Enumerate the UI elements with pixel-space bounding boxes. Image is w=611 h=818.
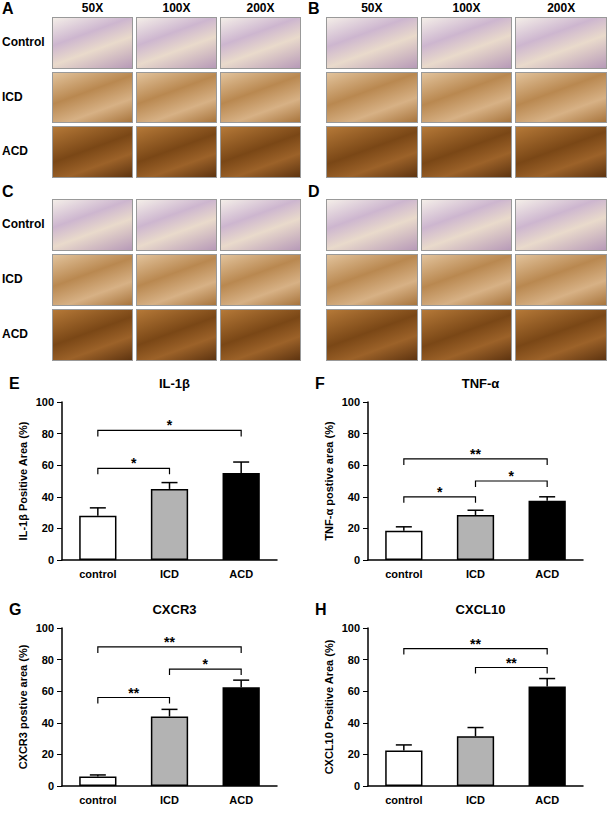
svg-text:F: F	[315, 375, 325, 392]
svg-text:ICD: ICD	[466, 794, 485, 806]
svg-text:CXCL10 Positive Area (%): CXCL10 Positive Area (%)	[323, 639, 335, 774]
svg-text:**: **	[128, 685, 139, 701]
svg-text:IL-1β Positive Area (%): IL-1β Positive Area (%)	[17, 421, 29, 540]
html-text:ICD: ICD	[2, 272, 23, 286]
html-text:Control: Control	[2, 217, 45, 231]
html-text:100X: 100X	[162, 1, 191, 15]
svg-text:40: 40	[42, 717, 54, 729]
html-text:ACD: ACD	[2, 327, 28, 341]
svg-text:CXCL10: CXCL10	[456, 602, 506, 617]
svg-text:control: control	[385, 794, 422, 806]
html-text:100X: 100X	[452, 1, 481, 15]
svg-text:0: 0	[48, 780, 54, 792]
svg-text:CXCR3 postive area (%): CXCR3 postive area (%)	[17, 644, 29, 769]
svg-text:control: control	[385, 568, 422, 580]
svg-text:TNF-α postive area (%): TNF-α postive area (%)	[323, 421, 335, 541]
svg-text:**: **	[470, 446, 481, 462]
html-text:50X: 50X	[81, 1, 104, 15]
svg-text:60: 60	[42, 459, 54, 471]
svg-text:20: 20	[348, 522, 360, 534]
svg-text:H: H	[315, 601, 327, 618]
html-text:Control: Control	[2, 34, 45, 49]
svg-text:ACD: ACD	[229, 568, 253, 580]
svg-text:*: *	[203, 656, 209, 672]
svg-text:80: 80	[42, 654, 54, 666]
html-text:200X: 200X	[547, 1, 576, 15]
svg-text:CXCR3: CXCR3	[152, 602, 196, 617]
svg-text:*: *	[167, 417, 173, 433]
svg-text:100: 100	[36, 396, 54, 408]
svg-text:ICD: ICD	[466, 568, 485, 580]
svg-text:40: 40	[348, 717, 360, 729]
svg-text:ICD: ICD	[160, 568, 179, 580]
svg-text:ICD: ICD	[160, 794, 179, 806]
html-text:D: D	[308, 183, 320, 200]
svg-text:**: **	[164, 634, 175, 650]
svg-text:**: **	[470, 636, 481, 652]
svg-text:20: 20	[42, 522, 54, 534]
svg-text:E: E	[9, 375, 20, 392]
html-text:ICD: ICD	[2, 89, 23, 104]
html-text:C: C	[2, 183, 14, 200]
svg-text:80: 80	[42, 428, 54, 440]
svg-text:**: **	[506, 655, 517, 671]
svg-text:ACD: ACD	[535, 568, 559, 580]
svg-text:60: 60	[348, 685, 360, 697]
svg-text:40: 40	[348, 491, 360, 503]
svg-text:*: *	[437, 484, 443, 500]
svg-text:ACD: ACD	[229, 794, 253, 806]
svg-text:100: 100	[36, 622, 54, 634]
html-text:B: B	[308, 0, 320, 17]
svg-text:60: 60	[42, 685, 54, 697]
svg-text:*: *	[509, 468, 515, 484]
html-text:A: A	[2, 0, 14, 17]
svg-text:20: 20	[348, 748, 360, 760]
svg-text:0: 0	[354, 780, 360, 792]
svg-text:60: 60	[348, 459, 360, 471]
svg-text:TNF-α: TNF-α	[462, 376, 500, 391]
svg-text:80: 80	[348, 654, 360, 666]
html-text:ACD: ACD	[2, 144, 28, 159]
svg-text:G: G	[9, 601, 21, 618]
svg-text:40: 40	[42, 491, 54, 503]
svg-text:control: control	[79, 794, 116, 806]
svg-text:20: 20	[42, 748, 54, 760]
html-text:200X: 200X	[246, 1, 275, 15]
svg-text:0: 0	[354, 554, 360, 566]
svg-text:0: 0	[48, 554, 54, 566]
svg-text:ACD: ACD	[535, 794, 559, 806]
svg-text:100: 100	[342, 622, 360, 634]
svg-text:IL-1β: IL-1β	[159, 376, 190, 391]
svg-text:80: 80	[348, 428, 360, 440]
svg-text:100: 100	[342, 396, 360, 408]
svg-text:control: control	[79, 568, 116, 580]
svg-text:*: *	[131, 455, 137, 471]
html-text:50X: 50X	[361, 1, 383, 15]
